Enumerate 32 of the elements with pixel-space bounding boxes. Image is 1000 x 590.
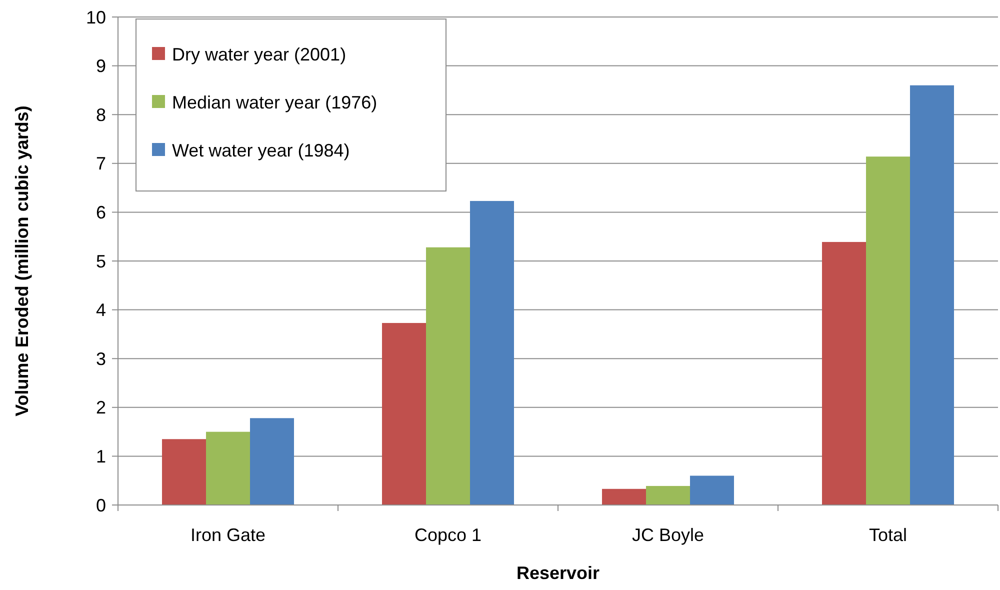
y-tick-label: 0 (96, 495, 106, 516)
y-tick-label: 2 (96, 398, 106, 418)
bar (426, 247, 470, 505)
bar (162, 439, 206, 505)
y-tick-label: 1 (96, 446, 106, 466)
bar (602, 488, 646, 505)
bar (866, 156, 910, 505)
y-tick-label: 10 (86, 7, 106, 28)
y-tick-label: 6 (96, 202, 106, 222)
x-tick-label: Iron Gate (190, 525, 266, 545)
y-axis-title: Volume Eroded (million cubic yards) (12, 106, 32, 416)
bar (206, 432, 250, 505)
y-tick-label: 5 (96, 251, 106, 272)
x-tick-label: JC Boyle (632, 525, 704, 545)
y-tick-label: 8 (96, 104, 106, 125)
x-axis-title: Reservoir (516, 563, 600, 583)
y-tick-label: 7 (96, 154, 106, 174)
y-tick-label: 9 (96, 56, 106, 76)
legend-label: Median water year (1976) (172, 92, 378, 112)
x-tick-label: Copco 1 (414, 525, 482, 545)
x-tick-label: Total (868, 525, 908, 545)
bar (470, 200, 514, 505)
legend-label: Wet water year (1984) (172, 140, 350, 160)
bar (910, 85, 954, 505)
bar (250, 418, 294, 505)
bar (690, 476, 734, 505)
bar (646, 486, 690, 505)
y-tick-label: 4 (96, 300, 106, 320)
bar (822, 242, 866, 505)
bar (382, 322, 426, 505)
legend-label: Dry water year (2001) (172, 44, 346, 64)
y-tick-label: 3 (96, 348, 106, 369)
